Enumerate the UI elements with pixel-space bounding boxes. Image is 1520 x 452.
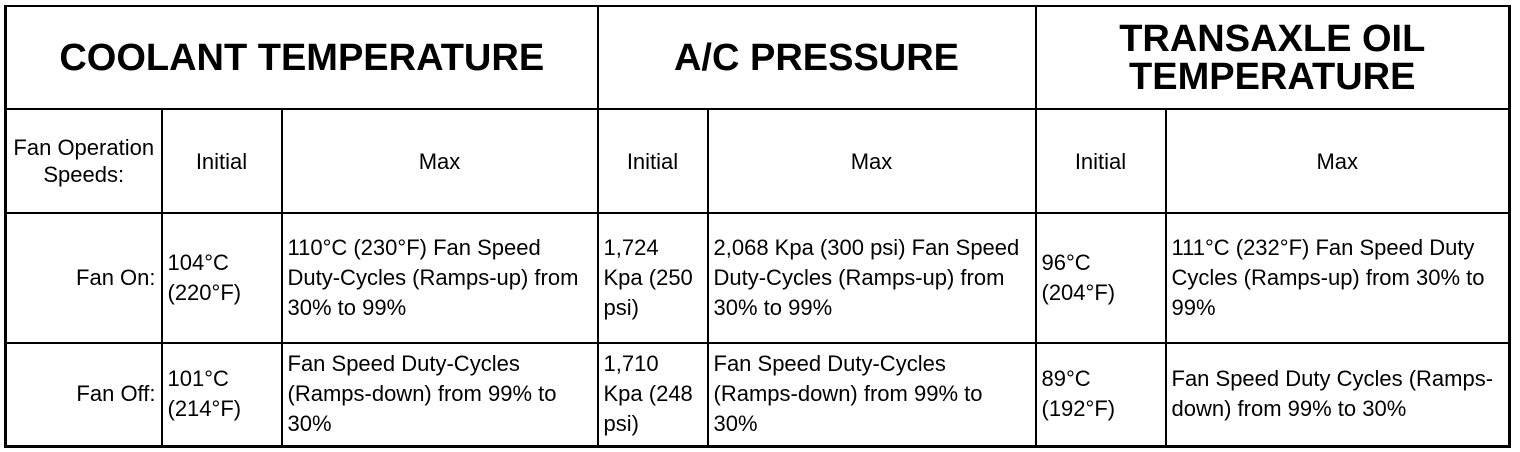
coolant-temperature-header: COOLANT TEMPERATURE (4, 5, 599, 110)
column-header-row: Fan Operation Speeds: Initial Max Initia… (4, 108, 1511, 214)
coolant-initial-header: Initial (160, 108, 283, 214)
coolant-max-fan-off: Fan Speed Duty-Cycles (Ramps-down) from … (280, 342, 599, 448)
row-label-fan-on: Fan On: (4, 212, 163, 344)
ac-pressure-header: A/C PRESSURE (596, 5, 1037, 110)
group-header-row: COOLANT TEMPERATURE A/C PRESSURE TRANSAX… (4, 5, 1511, 110)
transaxle-max-fan-on: 111°C (232°F) Fan Speed Duty Cycles (Ram… (1164, 212, 1511, 344)
ac-max-fan-off: Fan Speed Duty-Cycles (Ramps-down) from … (706, 342, 1037, 448)
table-row-fan-on: Fan On: 104°C (220°F) 110°C (230°F) Fan … (4, 212, 1511, 344)
ac-initial-header: Initial (596, 108, 709, 214)
fan-operation-table: COOLANT TEMPERATURE A/C PRESSURE TRANSAX… (4, 5, 1511, 448)
table-row-fan-off: Fan Off: 101°C (214°F) Fan Speed Duty-Cy… (4, 342, 1511, 448)
transaxle-initial-fan-off: 89°C (192°F) (1034, 342, 1167, 448)
fan-operation-speeds-header: Fan Operation Speeds: (4, 108, 163, 214)
coolant-initial-fan-on: 104°C (220°F) (160, 212, 283, 344)
transaxle-initial-header: Initial (1034, 108, 1167, 214)
transaxle-oil-temperature-header: TRANSAXLE OIL TEMPERATURE (1034, 5, 1511, 110)
coolant-max-fan-on: 110°C (230°F) Fan Speed Duty-Cycles (Ram… (280, 212, 599, 344)
coolant-max-header: Max (280, 108, 599, 214)
coolant-initial-fan-off: 101°C (214°F) (160, 342, 283, 448)
transaxle-max-header: Max (1164, 108, 1511, 214)
ac-max-fan-on: 2,068 Kpa (300 psi) Fan Speed Duty-Cycle… (706, 212, 1037, 344)
transaxle-initial-fan-on: 96°C (204°F) (1034, 212, 1167, 344)
row-label-fan-off: Fan Off: (4, 342, 163, 448)
transaxle-max-fan-off: Fan Speed Duty Cycles (Ramps-down) from … (1164, 342, 1511, 448)
ac-initial-fan-off: 1,710 Kpa (248 psi) (596, 342, 709, 448)
ac-max-header: Max (706, 108, 1037, 214)
ac-initial-fan-on: 1,724 Kpa (250 psi) (596, 212, 709, 344)
